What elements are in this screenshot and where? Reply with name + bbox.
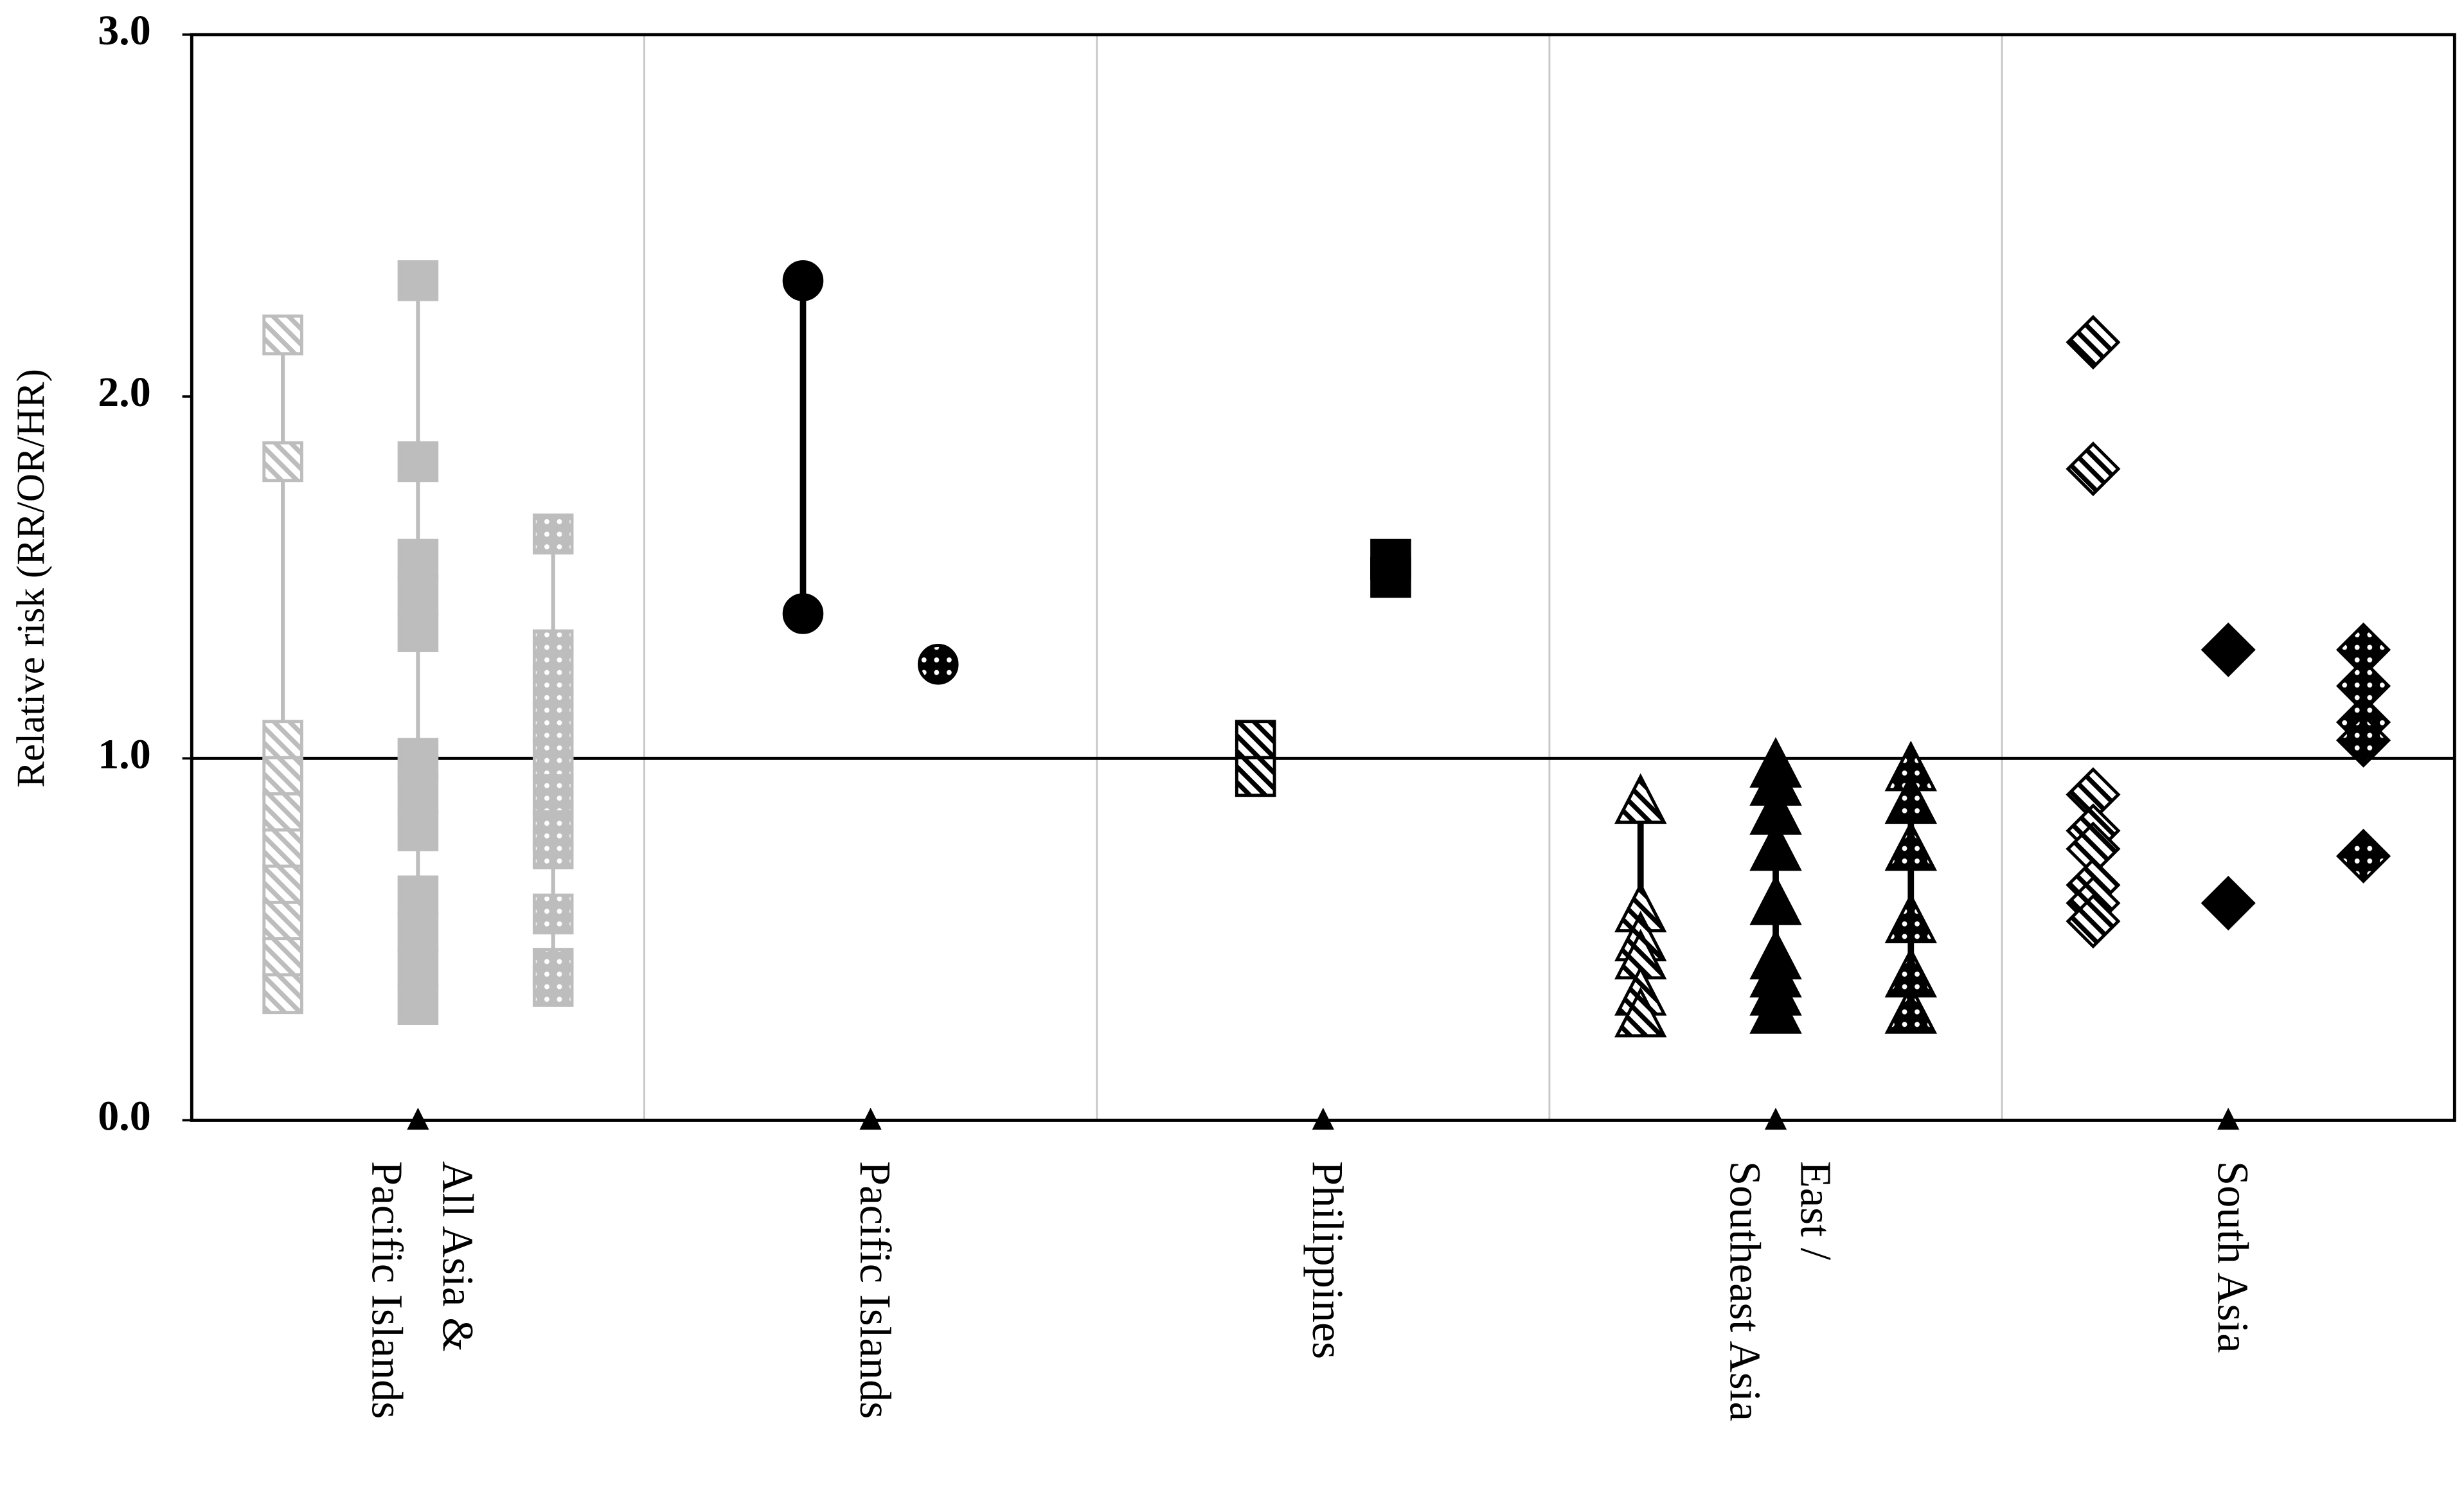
- diamond-marker: [2201, 622, 2256, 677]
- diamond-marker: [2335, 713, 2391, 768]
- square-marker: [262, 720, 303, 761]
- square-marker: [1235, 720, 1276, 761]
- diamond-marker: [2201, 875, 2256, 931]
- diamond-marker: [2066, 315, 2121, 370]
- square-marker: [262, 973, 303, 1015]
- x-tick-label: South Asia: [2209, 1161, 2258, 1353]
- square-marker: [262, 864, 303, 906]
- circle-marker: [782, 593, 824, 634]
- square-marker: [397, 948, 439, 989]
- y-tick-label: 3.0: [98, 7, 151, 54]
- triangle-marker: [1749, 983, 1802, 1034]
- square-marker: [532, 966, 574, 1007]
- square-marker: [262, 756, 303, 797]
- square-marker: [1235, 756, 1276, 797]
- square-marker: [262, 314, 303, 356]
- triangle-marker: [1884, 820, 1938, 871]
- square-marker: [532, 513, 574, 555]
- square-marker: [532, 774, 574, 815]
- x-tick-label: Southeast Asia: [1720, 1161, 1769, 1421]
- square-marker: [532, 738, 574, 779]
- square-marker: [397, 774, 439, 815]
- diamond-marker: [2335, 828, 2391, 884]
- y-tick-label: 2.0: [98, 369, 151, 416]
- square-marker: [262, 792, 303, 833]
- triangle-marker: [1884, 893, 1938, 943]
- square-marker: [532, 828, 574, 869]
- square-marker: [1370, 556, 1411, 598]
- y-tick-label: 0.0: [98, 1093, 151, 1140]
- square-marker: [532, 629, 574, 671]
- square-marker: [532, 702, 574, 743]
- triangle-marker: [1614, 773, 1667, 824]
- x-tick-label: East /: [1791, 1161, 1840, 1261]
- square-marker: [262, 937, 303, 978]
- y-axis-title: Relative risk (RR/OR/HR): [10, 369, 53, 788]
- square-marker: [397, 575, 439, 616]
- x-tick-label: Pacific Islands: [363, 1161, 412, 1419]
- circle-marker: [782, 260, 824, 301]
- x-tick-label: Philippines: [1303, 1161, 1352, 1359]
- square-marker: [397, 875, 439, 917]
- diamond-marker: [2066, 441, 2121, 497]
- square-marker: [262, 441, 303, 483]
- square-marker: [397, 984, 439, 1026]
- diamond-marker: [2066, 894, 2121, 949]
- x-tick-label: All Asia &: [434, 1161, 483, 1352]
- square-marker: [532, 893, 574, 935]
- y-tick-label: 1.0: [98, 731, 151, 777]
- triangle-marker: [1749, 820, 1802, 871]
- square-marker: [262, 828, 303, 869]
- square-marker: [397, 911, 439, 953]
- triangle-marker: [1749, 875, 1802, 925]
- square-marker: [397, 611, 439, 652]
- plot-frame: [190, 33, 2456, 1122]
- square-marker: [397, 441, 439, 483]
- square-marker: [532, 665, 574, 707]
- triangle-marker: [1614, 986, 1667, 1038]
- square-marker: [397, 260, 439, 301]
- square-marker: [397, 738, 439, 779]
- circle-marker: [917, 644, 959, 685]
- x-tick-label: Pacific Islands: [851, 1161, 900, 1419]
- square-marker: [262, 900, 303, 942]
- square-marker: [397, 810, 439, 851]
- triangle-marker: [1884, 983, 1938, 1034]
- square-marker: [397, 538, 439, 580]
